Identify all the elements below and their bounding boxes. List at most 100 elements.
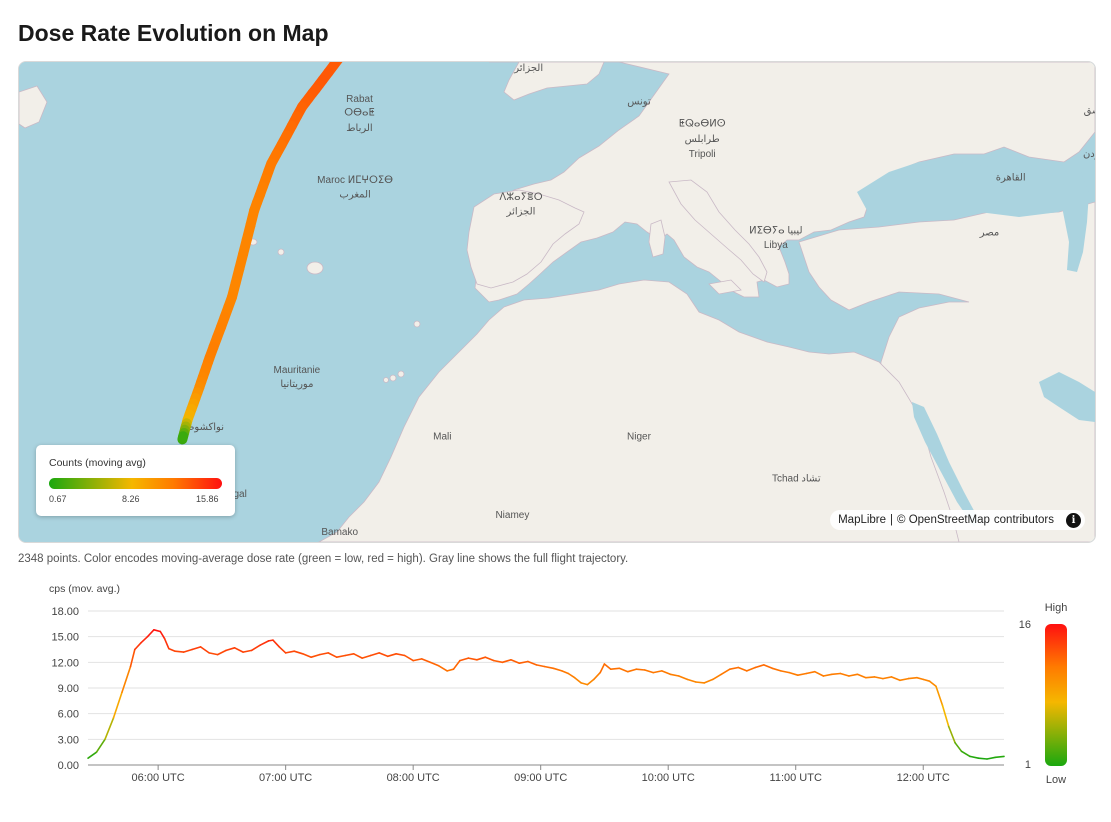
line-segment bbox=[293, 650, 304, 655]
map-place-label: ⵍⵉⴱⵢⴰ ليبيا bbox=[749, 225, 802, 236]
line-segment bbox=[146, 628, 155, 638]
info-icon[interactable]: i bbox=[1066, 512, 1081, 528]
map-view[interactable]: LondonNederlandDeutschlandPolskaParisČes… bbox=[18, 61, 1096, 543]
colorbar-min-label: 1 bbox=[1025, 759, 1031, 771]
y-tick-label: 3.00 bbox=[58, 734, 79, 746]
line-segment bbox=[182, 648, 193, 653]
line-segment bbox=[848, 673, 859, 677]
colorbar-high-label: High bbox=[1045, 602, 1068, 614]
line-segment bbox=[728, 666, 740, 670]
x-tick-label: 09:00 UTC bbox=[514, 772, 567, 784]
line-segment bbox=[459, 657, 470, 662]
line-segment bbox=[873, 676, 884, 680]
colorbar-gradient bbox=[1045, 624, 1067, 766]
line-segment bbox=[643, 669, 655, 674]
line-segment bbox=[694, 681, 706, 684]
line-segment bbox=[310, 653, 321, 658]
line-segment bbox=[527, 660, 538, 666]
map-place-label: Rabat bbox=[346, 94, 373, 105]
legend-mid-label: 8.26 bbox=[122, 494, 140, 504]
line-segment bbox=[153, 628, 162, 633]
contributors-link[interactable]: contributors bbox=[993, 514, 1054, 526]
line-segment bbox=[618, 667, 629, 673]
line-segment bbox=[865, 676, 876, 679]
line-segment bbox=[977, 757, 988, 760]
line-segment bbox=[986, 756, 997, 760]
line-segment bbox=[947, 725, 956, 744]
dose-rate-chart[interactable]: cps (mov. avg.) 0.00 3.00 6.00 9.00 12.00 15.… bbox=[0, 578, 1111, 822]
line-segment bbox=[233, 647, 244, 653]
line-segment bbox=[839, 672, 850, 677]
line-segment bbox=[518, 660, 529, 664]
map-legend: Counts (moving avg) 0.67 8.26 15.86 bbox=[36, 445, 235, 516]
legend-max-label: 15.86 bbox=[196, 494, 219, 504]
x-axis: 06:00 UTC 07:00 UTC 08:00 UTC 09:00 UTC 10:0… bbox=[132, 765, 950, 784]
line-segment bbox=[994, 755, 1005, 759]
map-place-label: Niger bbox=[627, 431, 652, 442]
flight-track[interactable] bbox=[177, 62, 731, 445]
line-segment bbox=[429, 661, 440, 667]
line-segment bbox=[250, 644, 261, 652]
line-segment bbox=[796, 672, 808, 676]
x-tick-label: 08:00 UTC bbox=[387, 772, 440, 784]
line-segment bbox=[174, 650, 185, 653]
colorbar-max-label: 16 bbox=[1019, 619, 1031, 631]
x-tick-label: 06:00 UTC bbox=[132, 772, 185, 784]
line-segment bbox=[159, 630, 166, 640]
map-place-label: Libya bbox=[764, 240, 788, 251]
line-segment bbox=[87, 751, 98, 759]
map-place-label: ⵟⵕⴰⴱⵍⵙ bbox=[679, 119, 726, 130]
black-sea bbox=[857, 162, 1069, 217]
line-segment bbox=[599, 663, 606, 674]
line-segment bbox=[199, 646, 210, 654]
map-place-label: القاهرة bbox=[996, 173, 1026, 184]
line-segment bbox=[567, 672, 576, 679]
line-segment bbox=[677, 675, 689, 681]
line-segment bbox=[344, 653, 355, 657]
maplibre-link[interactable]: MapLibre bbox=[838, 514, 887, 526]
map-place-label: الرباط bbox=[346, 123, 372, 134]
canary-islands bbox=[383, 370, 405, 383]
line-segment bbox=[112, 691, 123, 719]
map-place-label: ⴷⵣⴰⵢⴻⵔ bbox=[499, 192, 542, 203]
line-segment bbox=[754, 664, 765, 669]
line-segment bbox=[882, 676, 893, 680]
line-segment bbox=[831, 672, 842, 676]
line-segment bbox=[609, 667, 621, 670]
map-place-label: الجزائر bbox=[513, 63, 543, 74]
map-place-label: نواكشوط bbox=[185, 422, 224, 433]
x-tick-label: 10:00 UTC bbox=[642, 772, 695, 784]
line-segment bbox=[711, 673, 723, 681]
land-sicily bbox=[708, 279, 742, 295]
line-segment bbox=[191, 646, 202, 651]
line-segment bbox=[788, 671, 799, 676]
line-segment bbox=[890, 676, 901, 682]
line-segment bbox=[104, 717, 115, 741]
line-segment bbox=[916, 676, 925, 681]
line-segment bbox=[225, 647, 236, 652]
line-segment bbox=[771, 667, 782, 672]
line-segment bbox=[552, 667, 563, 672]
map-place-label: Mali bbox=[433, 431, 451, 442]
y-tick-label: 0.00 bbox=[58, 760, 79, 772]
line-segment bbox=[129, 648, 136, 668]
line-segment bbox=[301, 653, 313, 658]
line-segment bbox=[561, 670, 570, 675]
map-attribution: MapLibre | © OpenStreetMap contributors … bbox=[830, 510, 1085, 530]
line-segment bbox=[420, 658, 432, 664]
line-segment bbox=[168, 647, 176, 652]
line-segment bbox=[335, 654, 347, 658]
osm-link[interactable]: © OpenStreetMap bbox=[897, 514, 990, 526]
line-segment bbox=[484, 656, 495, 662]
line-segment bbox=[703, 678, 714, 684]
line-segment bbox=[369, 652, 381, 657]
line-segment bbox=[856, 673, 867, 679]
line-segment bbox=[403, 654, 415, 662]
line-segment bbox=[907, 676, 918, 680]
map-place-label: المغرب bbox=[339, 190, 370, 201]
land-britain bbox=[503, 62, 605, 101]
page-title: Dose Rate Evolution on Map bbox=[18, 20, 329, 46]
line-segment bbox=[259, 640, 270, 646]
x-tick-label: 12:00 UTC bbox=[897, 772, 950, 784]
caspian-sea bbox=[1063, 172, 1089, 272]
